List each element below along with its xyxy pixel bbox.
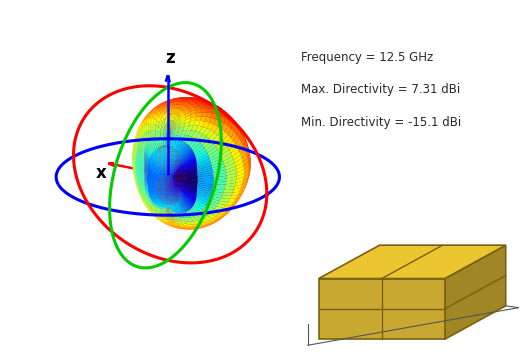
Text: Min. Directivity = -15.1 dBi: Min. Directivity = -15.1 dBi — [301, 116, 462, 129]
Text: Frequency = 12.5 GHz: Frequency = 12.5 GHz — [301, 51, 433, 64]
Text: Max. Directivity = 7.31 dBi: Max. Directivity = 7.31 dBi — [301, 83, 461, 96]
Polygon shape — [319, 279, 445, 339]
Polygon shape — [445, 245, 506, 339]
Polygon shape — [319, 245, 506, 279]
